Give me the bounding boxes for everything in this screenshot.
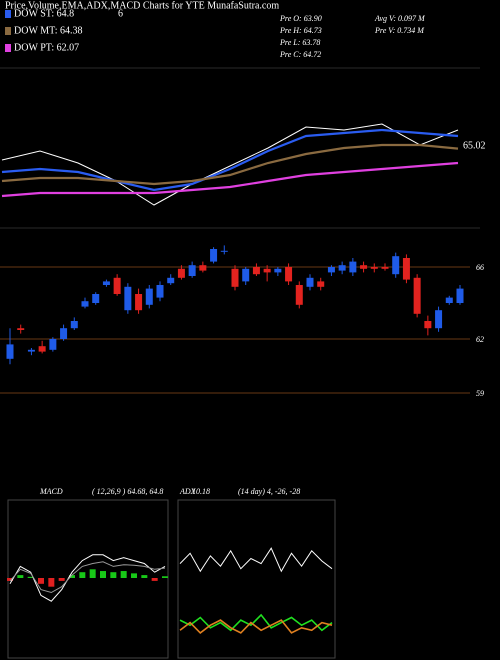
annotation: 6 [118,8,123,19]
histogram-bar [110,572,117,578]
candle-body [252,267,260,275]
candle-body [135,294,143,311]
legend-swatch [5,44,11,52]
candle-body [177,268,185,278]
candle-body [60,328,68,339]
histogram-bar [17,575,24,578]
candle-body [317,281,325,287]
histogram-bar [162,576,168,578]
histogram-bar [7,578,13,581]
line [179,613,333,632]
candle-body [338,265,346,271]
panel-title: ADX [179,487,197,496]
histogram-bar [69,575,75,578]
adx-panel [177,499,336,659]
histogram-bar [27,576,34,578]
candle-body [435,310,443,329]
panel-subtitle: (14 day) 4, -26, -28 [238,487,300,496]
candle-body [124,286,132,311]
candle-body [92,294,100,303]
candle-body [360,265,368,269]
line [1,128,459,192]
info: Pre L: 63.78 [279,38,320,47]
histogram-bar [58,578,65,581]
candle-body [424,321,432,329]
candle-body [113,277,121,294]
histogram-bar [38,578,44,584]
candle-body [188,265,196,276]
candle-body [306,277,314,287]
line [1,143,459,186]
candle-body [210,249,218,262]
histogram-bar [48,578,55,587]
line [9,554,166,602]
line [179,619,333,634]
info: Avg V: 0.097 M [374,14,426,23]
candle-body [145,288,153,305]
candle-body [156,285,164,298]
info: Pre C: 64.72 [279,50,321,59]
info: Pre V: 0.734 M [374,26,425,35]
candle-body [274,268,282,273]
line [179,547,333,573]
candle-body [456,288,464,303]
candle-body [349,261,357,273]
legend-label: DOW MT: 64.38 [14,25,82,36]
histogram-bar [120,571,127,578]
legend-swatch [5,27,11,35]
macd-panel [7,499,169,659]
legend-label: DOW ST: 64.8 [14,8,74,19]
line [1,161,459,198]
y-tick-label: 66 [476,263,484,272]
candle-body [70,321,78,329]
candle-body [295,285,303,305]
panel-title: MACD [39,487,63,496]
candle-body [413,277,421,314]
candle-body [38,346,46,352]
candle-body [381,267,389,269]
candle-body [17,328,25,330]
y-tick-label: 62 [476,335,484,344]
histogram-bar [89,569,96,578]
candle-body [220,250,228,252]
candle-body [445,297,453,303]
candle-body [285,267,293,282]
info: Pre H: 64.73 [279,26,322,35]
candle-body [27,349,35,352]
histogram-bar [79,572,86,578]
candle-body [199,265,207,271]
candle-body [392,256,400,275]
info: Pre O: 63.90 [279,14,322,23]
histogram-bar [151,578,158,581]
chart-title: Price,Volume,EMA,ADX,MACD Charts for YTE… [5,0,279,11]
candle-body [231,268,239,287]
panel-value: 10.18 [192,487,210,496]
histogram-bar [131,573,137,578]
line [1,123,459,206]
candle-body [370,267,378,269]
candle-body [102,281,110,285]
candle-body [49,339,57,350]
legend-label: DOW PT: 62.07 [14,42,79,53]
y-tick-label: 59 [476,389,484,398]
histogram-bar [100,571,106,578]
histogram-bar [141,575,148,578]
candle-body [327,267,335,273]
candle-body [242,268,250,282]
line [9,561,166,594]
legend-swatch [5,10,11,18]
candle-body [167,277,175,284]
candle-body [6,344,14,359]
candle-body [402,258,410,280]
candle-body [263,268,271,273]
annotation: 65.02 [463,140,486,151]
candle-body [81,301,89,307]
panel-subtitle: ( 12,26,9 ) 64.68, 64.8 [92,487,163,496]
